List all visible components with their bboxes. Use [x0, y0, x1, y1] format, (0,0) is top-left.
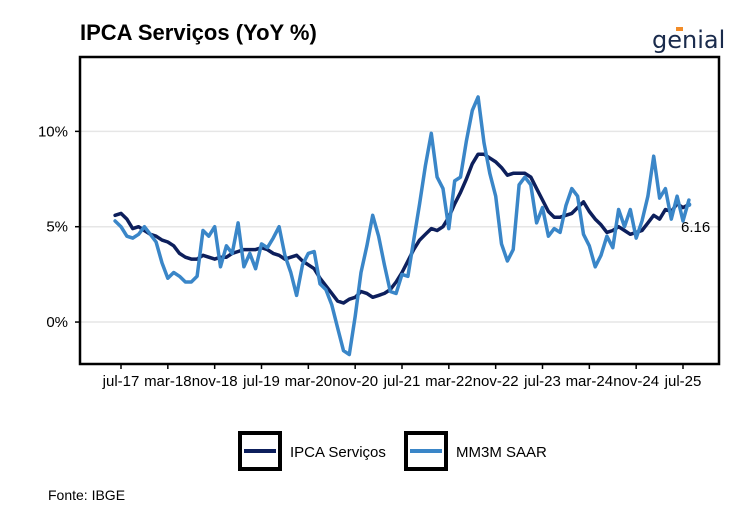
x-tick-label: mar-20 [285, 373, 333, 390]
last-value-label: 6.16 [681, 219, 710, 236]
x-tick-label: jul-21 [383, 373, 421, 390]
x-tick-label: jul-17 [102, 373, 140, 390]
plot-area: 6.16 0% 5% 10% jul-17 mar-18 nov-18 jul-19 mar-2… [38, 55, 721, 390]
x-tick-label: jul-25 [664, 373, 702, 390]
last-value-marker [686, 202, 692, 208]
brand-logo-accent-icon [676, 27, 683, 31]
series-line-mm3m-saar [113, 95, 691, 357]
plot-border [78, 55, 721, 366]
x-tick-label: jul-23 [523, 373, 561, 390]
x-tick-label: nov-24 [613, 373, 659, 390]
y-tick-label: 0% [46, 314, 68, 331]
y-tick-label: 5% [46, 219, 68, 236]
x-tick-label: mar-24 [566, 373, 614, 390]
x-tick-label: nov-20 [332, 373, 378, 390]
x-tick-label: mar-22 [425, 373, 473, 390]
legend-label-ipca: IPCA Serviços [290, 444, 386, 461]
brand-logo: genial [652, 26, 725, 54]
series-line-ipca-servicos [113, 152, 691, 305]
x-tick-label: mar-18 [144, 373, 192, 390]
legend-label-mm3m: MM3M SAAR [456, 444, 547, 461]
x-tick-label: nov-22 [473, 373, 519, 390]
y-tick-label: 10% [38, 123, 68, 140]
source-note: Fonte: IBGE [48, 487, 125, 503]
x-tick-label: jul-19 [242, 373, 280, 390]
x-tick-label: nov-18 [192, 373, 238, 390]
chart-title: IPCA Serviços (YoY %) [80, 20, 317, 45]
